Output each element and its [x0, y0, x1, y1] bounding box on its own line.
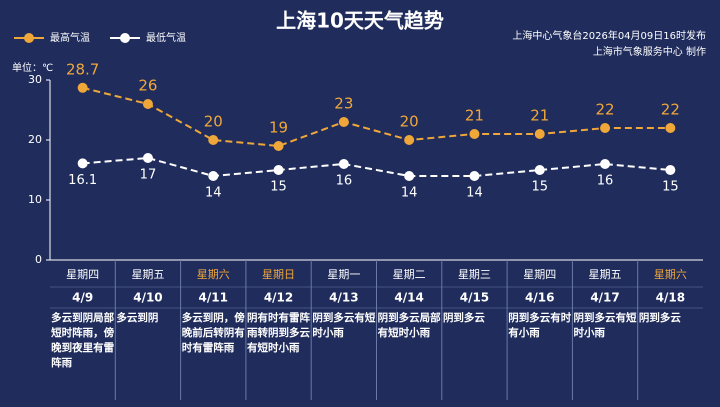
point	[338, 159, 349, 169]
weather-description: 多云到阴局部短时阵雨，傍晚到夜里有雷阵雨	[51, 312, 115, 369]
data-label: 15	[662, 180, 679, 195]
data-label: 17	[140, 168, 157, 183]
x-tick-label: 4/16	[525, 291, 554, 305]
weekday-label: 星期日	[262, 268, 295, 281]
source-line: 上海中心气象台2026年04月09日16时发布	[512, 29, 706, 42]
x-tick-label: 4/14	[394, 291, 423, 305]
data-label: 23	[334, 95, 353, 113]
point	[77, 82, 88, 93]
data-label: 15	[531, 180, 548, 195]
point	[77, 158, 88, 169]
weekday-label: 星期一	[327, 268, 360, 281]
weekday-label: 星期四	[66, 268, 99, 281]
weather-description: 阴到多云有短时小雨	[573, 312, 637, 339]
data-label: 15	[270, 180, 287, 195]
data-label: 20	[400, 113, 419, 131]
series-line	[82, 86, 671, 148]
weather-description: 多云到阴	[116, 312, 159, 324]
point	[665, 165, 676, 175]
y-axis-label: 单位：℃	[12, 61, 53, 74]
weekday-label: 星期三	[458, 268, 491, 281]
legend-label: 最低气温	[146, 31, 186, 44]
x-tick-label: 4/18	[656, 291, 685, 305]
source-line: 上海市气象服务中心 制作	[593, 45, 706, 58]
x-tick-label: 4/15	[460, 291, 489, 305]
data-label: 20	[204, 113, 223, 131]
legend-label: 最高气温	[50, 31, 90, 44]
point	[600, 159, 611, 169]
legend-marker	[24, 33, 34, 43]
point	[469, 129, 480, 139]
weather-description: 阴有时有雷阵雨转阴到多云有短时小雨	[247, 312, 311, 354]
weekday-label: 星期六	[197, 268, 230, 281]
point	[404, 171, 415, 181]
data-label: 22	[661, 101, 680, 119]
data-label: 14	[401, 186, 418, 201]
data-label: 22	[596, 101, 615, 119]
weekday-label: 星期二	[393, 268, 426, 281]
weather-description: 阴到多云	[442, 312, 485, 324]
data-label: 14	[466, 186, 483, 201]
point	[273, 165, 284, 175]
weekday-label: 星期五	[589, 268, 622, 281]
weekday-label: 星期五	[131, 268, 164, 281]
x-tick-label: 4/10	[133, 291, 162, 305]
data-label: 16	[336, 174, 353, 189]
data-label: 16.1	[68, 173, 97, 188]
y-tick-label: 30	[28, 73, 42, 86]
series-line	[82, 156, 671, 178]
point	[338, 117, 349, 127]
weather-description: 阴到多云局部有短时小雨	[377, 312, 441, 339]
weather-description: 多云到阴，傍晚前后转阴有时有雷阵雨	[181, 312, 245, 354]
point	[208, 171, 219, 181]
data-label: 16	[597, 174, 614, 189]
x-tick-label: 4/12	[264, 291, 293, 305]
point	[208, 135, 219, 145]
x-tick-label: 4/11	[199, 291, 228, 305]
point	[142, 99, 153, 109]
legend-marker	[120, 33, 130, 43]
weekday-label: 星期四	[523, 268, 556, 281]
weekday-label: 星期六	[654, 268, 687, 281]
point	[469, 171, 480, 181]
point	[273, 141, 284, 151]
y-tick-label: 10	[28, 193, 42, 206]
point	[142, 153, 153, 163]
point	[404, 135, 415, 145]
data-label: 21	[465, 107, 484, 125]
y-tick-label: 0	[35, 253, 42, 266]
chart-title: 上海10天天气趋势	[276, 9, 444, 33]
data-label: 28.7	[66, 60, 99, 78]
data-label: 14	[205, 186, 222, 201]
weather-description: 阴到多云有短时小雨	[312, 312, 376, 339]
point	[665, 123, 676, 133]
x-tick-label: 4/9	[72, 291, 93, 305]
weather-description: 阴到多云	[638, 312, 681, 324]
x-tick-label: 4/17	[590, 291, 619, 305]
point	[600, 123, 611, 133]
y-tick-label: 20	[28, 133, 42, 146]
x-tick-label: 4/13	[329, 291, 358, 305]
data-label: 26	[138, 77, 157, 95]
point	[534, 129, 545, 139]
data-label: 19	[269, 119, 288, 137]
weather-description: 阴到多云有时有小雨	[508, 312, 572, 339]
data-label: 21	[530, 107, 549, 125]
point	[534, 165, 545, 175]
